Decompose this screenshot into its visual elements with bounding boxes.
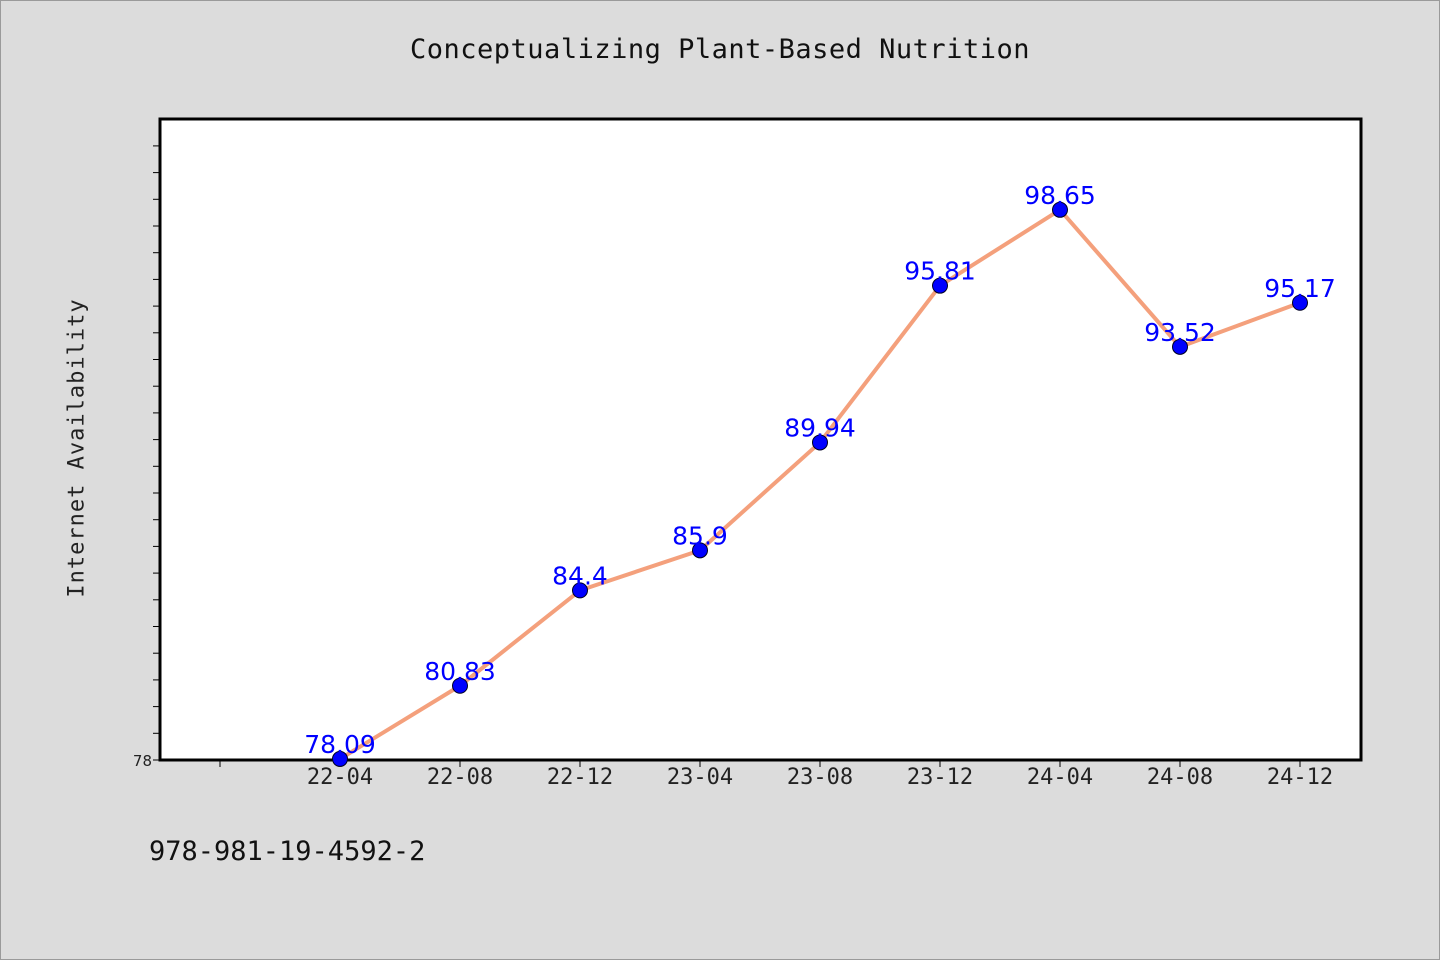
x-tick-label: 22-12: [547, 765, 613, 790]
data-label: 95.17: [1264, 274, 1336, 303]
x-tick-label: 23-08: [787, 765, 853, 790]
data-labels-layer: 78.09 80.83 84.4 85.9 89.94 95.81 98.65 93.52 95…: [304, 181, 1336, 759]
y-axis-ticks: 78: [133, 145, 160, 770]
data-label: 84.4: [552, 561, 608, 590]
data-point: [452, 677, 468, 694]
data-label: 78.09: [304, 730, 376, 759]
chart-title: Conceptualizing Plant-Based Nutrition: [410, 34, 1030, 65]
plot-area: [158, 117, 1363, 762]
data-point: [812, 434, 828, 451]
data-label: 89.94: [784, 413, 856, 442]
x-tick-label: 23-04: [667, 765, 733, 790]
data-label: 98.65: [1024, 181, 1096, 210]
x-tick-label: 24-08: [1147, 765, 1213, 790]
data-label: 85.9: [672, 521, 728, 550]
x-tick-label: 22-04: [307, 765, 373, 790]
data-point: [332, 750, 348, 767]
data-point: [1172, 338, 1188, 355]
data-point: [572, 582, 588, 599]
data-point: [932, 277, 948, 294]
data-point: [1292, 294, 1308, 311]
footer-note: 978-981-19-4592-2: [149, 836, 426, 867]
data-point: [692, 542, 708, 559]
x-tick-label: 23-12: [907, 765, 973, 790]
data-label: 95.81: [904, 257, 976, 286]
x-tick-label: 22-08: [427, 765, 493, 790]
x-tick-label: 24-12: [1267, 765, 1333, 790]
data-label: 80.83: [424, 657, 496, 686]
x-axis-ticks: 22-04 22-08 22-12 23-04 23-08 23-12 24-04 24-08…: [219, 760, 1333, 790]
data-label: 93.52: [1144, 318, 1216, 347]
markers-layer: [332, 201, 1308, 767]
y-tick-label: 78: [133, 752, 152, 770]
data-point: [1052, 201, 1068, 218]
x-tick-label: 24-04: [1027, 765, 1093, 790]
